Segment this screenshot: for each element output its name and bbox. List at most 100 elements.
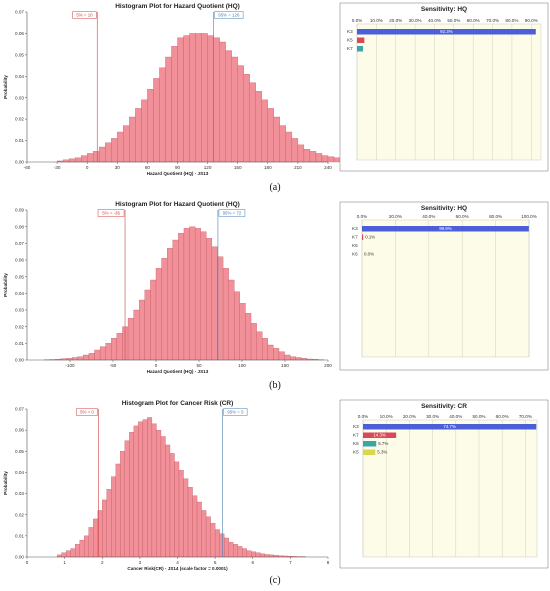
x-tick-label: 120	[204, 165, 212, 170]
histogram-bar	[189, 226, 196, 361]
y-tick-label: 0.01	[15, 138, 24, 143]
histogram-bar	[93, 518, 98, 558]
histogram-bar	[105, 142, 112, 163]
sensitivity-category-label: K6	[353, 441, 359, 446]
y-tick-label: 0.03	[15, 308, 24, 313]
histogram-bar	[150, 279, 157, 361]
chart-title: Histogram Plot for Hazard Quotient (HQ)	[115, 3, 240, 10]
histogram-bar	[133, 425, 139, 558]
y-tick-label: 0.05	[15, 449, 24, 454]
histogram-bar	[155, 268, 162, 361]
histogram-bar	[142, 419, 148, 558]
histogram-bar	[219, 41, 226, 163]
sensitivity-tick-label: 80.0%	[505, 18, 518, 23]
histogram-bar	[75, 157, 82, 163]
sensitivity-chart-2: Sensitivity: CR 0.0% 10.0% 20.0% 30.0% 40.0% 5…	[339, 399, 549, 569]
histogram-bar	[56, 554, 62, 558]
histogram-bar	[127, 318, 134, 361]
histogram-bar	[255, 91, 262, 163]
histogram-bar	[144, 289, 151, 361]
histogram-bar	[111, 138, 118, 163]
sensitivity-tick-label: 0.0%	[357, 214, 367, 219]
histogram-bar	[237, 65, 244, 163]
sensitivity-value-label: 5.7%	[378, 441, 388, 446]
histogram-bar	[321, 155, 329, 163]
x-tick-label: 240	[324, 165, 332, 170]
x-tick-label: 1	[63, 560, 66, 565]
histogram-bar	[159, 67, 166, 163]
histogram-bar	[61, 552, 67, 558]
sensitivity-value-label: 0.1%	[365, 235, 375, 240]
histogram-bar	[72, 357, 78, 361]
sensitivity-bar	[357, 29, 536, 35]
histogram-bar	[250, 323, 257, 361]
histogram-bar	[84, 535, 89, 558]
histogram-bar	[178, 233, 185, 361]
sensitivity-value-label: 5.3%	[377, 450, 387, 455]
histogram-bar	[111, 476, 116, 558]
y-tick-label: 0.07	[15, 407, 24, 412]
histogram-bar	[251, 551, 256, 558]
histogram-bar	[245, 313, 252, 361]
histogram-bar	[111, 338, 118, 361]
sensitivity-category-label: K3	[347, 29, 353, 34]
histogram-bar	[174, 461, 180, 558]
x-tick-label: 4	[176, 560, 179, 565]
x-tick-label: 150	[281, 363, 289, 368]
histogram-bar	[273, 348, 280, 361]
sensitivity-title: Sensitivity: HQ	[421, 205, 467, 212]
sensitivity-category-label: K7	[353, 433, 359, 438]
histogram-bar	[261, 99, 268, 163]
histogram-bar	[88, 527, 94, 558]
histogram-bar	[102, 499, 107, 558]
x-axis-label: Cancer Risk(CR) - JS14 (scale factor = 0…	[127, 566, 228, 571]
sensitivity-tick-label: 70.0%	[486, 18, 499, 23]
percentile-label: 5% = 0	[80, 410, 94, 415]
y-tick-label: 0.01	[15, 533, 24, 538]
histogram-bar	[201, 33, 208, 163]
sensitivity-bar	[362, 234, 364, 240]
histogram-bar	[228, 279, 235, 361]
percentile-box	[72, 11, 97, 19]
histogram-bar	[77, 356, 84, 361]
x-tick-label: 180	[264, 165, 272, 170]
histogram-bar	[269, 554, 274, 558]
histogram-bar	[187, 487, 193, 558]
histogram-bar	[123, 125, 130, 163]
sensitivity-tick-label: 60.0%	[456, 214, 469, 219]
sensitivity-bar	[362, 226, 529, 232]
percentile-box	[218, 209, 246, 217]
figure-caption: (a)	[269, 182, 280, 193]
histogram-bar	[246, 550, 252, 558]
sensitivity-tick-label: 60.0%	[496, 414, 509, 419]
x-tick-label: -30	[54, 165, 61, 170]
histogram-bar	[333, 157, 341, 163]
sensitivity-tick-label: 20.0%	[403, 414, 416, 419]
histogram-bar	[161, 258, 168, 361]
histogram-bar	[284, 354, 291, 361]
histogram-bar	[192, 495, 198, 558]
sensitivity-plot-area	[362, 419, 538, 558]
histogram-bar	[249, 82, 256, 163]
sensitivity-bar	[363, 424, 537, 430]
x-tick-label: 5	[214, 560, 217, 565]
sensitivity-bar	[357, 37, 365, 43]
x-tick-label: 3	[139, 560, 142, 565]
x-tick-label: 200	[324, 363, 332, 368]
y-axis-label: Probability	[3, 75, 8, 99]
percentile-label: 5% = -36	[102, 211, 120, 216]
histogram-bar	[133, 309, 140, 361]
histogram-bar	[83, 354, 90, 361]
sensitivity-tick-label: 70.0%	[519, 414, 532, 419]
sensitivity-tick-label: 40.0%	[449, 414, 462, 419]
histogram-bar	[171, 46, 178, 163]
y-tick-label: 0.04	[15, 470, 24, 475]
histogram-bar	[151, 423, 157, 558]
x-axis-label: Hazard Quotient (HQ) - JS13	[147, 369, 209, 374]
percentile-label: 5% = 10	[76, 13, 93, 18]
histogram-bar	[62, 159, 70, 163]
histogram-bar	[285, 131, 293, 163]
y-tick-label: 0.03	[15, 95, 24, 100]
histogram-bar	[196, 501, 202, 558]
y-tick-label: 0.08	[15, 224, 24, 229]
